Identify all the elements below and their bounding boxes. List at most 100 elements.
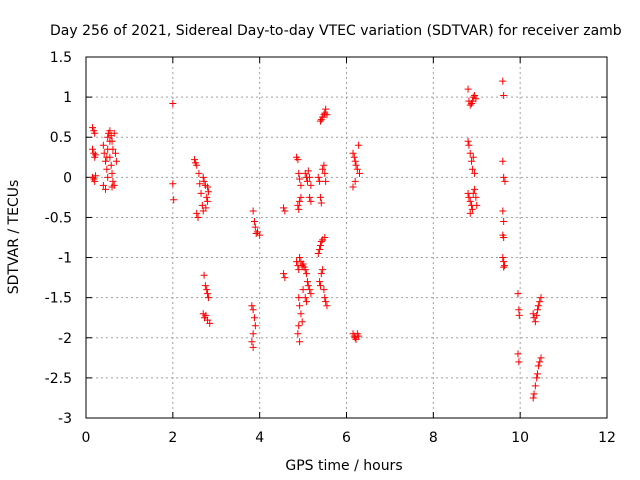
data-point [471,185,479,193]
data-point [295,169,303,177]
data-point [466,149,474,157]
data-point [196,180,204,188]
data-point [108,169,116,177]
data-point [92,172,100,180]
data-point [531,382,539,390]
data-point [515,311,523,319]
y-tick-label: 0.5 [50,130,72,146]
data-point [351,177,359,185]
data-point [316,278,324,286]
data-point [321,294,329,302]
data-point [500,92,508,100]
data-point [534,302,542,310]
data-point [99,181,107,189]
data-point [249,207,257,215]
data-point [500,263,508,271]
data-point [304,167,312,175]
data-point [499,77,507,85]
data-point [296,338,304,346]
data-point [349,183,357,191]
x-axis-label: GPS time / hours [285,458,402,474]
data-point [92,151,100,159]
data-point [319,266,327,274]
data-point [298,318,306,326]
data-point [298,262,306,270]
data-point [468,165,476,173]
data-point [321,169,329,177]
data-point [251,322,259,330]
data-point [296,175,304,183]
x-tick-label: 4 [255,430,264,446]
data-point [294,156,302,164]
data-point [248,338,256,346]
data-point [169,100,177,108]
data-point [349,149,357,157]
data-point [250,314,258,322]
data-point [193,209,201,217]
data-point [204,197,212,205]
data-point [248,302,256,310]
data-point [299,286,307,294]
axis-ticks: 0 2 4 6 8 10 12 -3 -2.5 -2 -1.5 -1 -0.5 0 0.5 1 1.5 [45,50,616,446]
data-point [468,157,476,165]
data-point [191,156,199,164]
data-point [297,193,305,201]
data-point [319,165,327,173]
data-point [297,181,305,189]
data-point [103,165,111,173]
data-point [304,282,312,290]
data-point [303,278,311,286]
data-point [303,177,311,185]
data-point [103,153,111,161]
data-point [295,266,303,274]
data-point [306,193,314,201]
data-point [169,180,177,188]
data-point [464,85,472,93]
data-point [249,330,257,338]
y-tick-label: -2.5 [45,371,72,387]
data-point [533,374,541,382]
data-point [466,101,474,109]
data-point [472,95,480,103]
data-point [295,294,303,302]
data-point [294,201,302,209]
data-point [200,271,208,279]
plot-frame [85,56,608,419]
data-point [112,157,120,165]
data-point [320,286,328,294]
data-point [280,270,288,278]
data-point [499,254,507,262]
data-point [316,242,324,250]
data-point [533,311,541,319]
data-point [199,173,207,181]
data-point [536,358,544,366]
data-point [204,183,212,191]
data-point [323,302,331,310]
data-point [197,189,205,197]
data-point [104,173,112,181]
data-point [280,204,288,212]
data-point [466,209,474,217]
grid [86,57,607,418]
data-point [468,205,476,213]
data-point [307,181,315,189]
data-point [170,196,178,204]
data-point [296,197,304,205]
x-tick-label: 10 [511,430,529,446]
data-point [350,153,358,161]
data-points [89,77,545,402]
data-point [91,129,99,137]
data-point [106,137,114,145]
data-point [316,246,324,254]
data-point [307,290,315,298]
x-tick-label: 6 [342,430,351,446]
data-point [249,306,257,314]
data-point [351,157,359,165]
data-point [107,161,115,169]
data-point [110,129,118,137]
data-point [472,193,480,201]
data-point [534,370,542,378]
data-point [500,234,508,241]
data-point [251,223,259,231]
